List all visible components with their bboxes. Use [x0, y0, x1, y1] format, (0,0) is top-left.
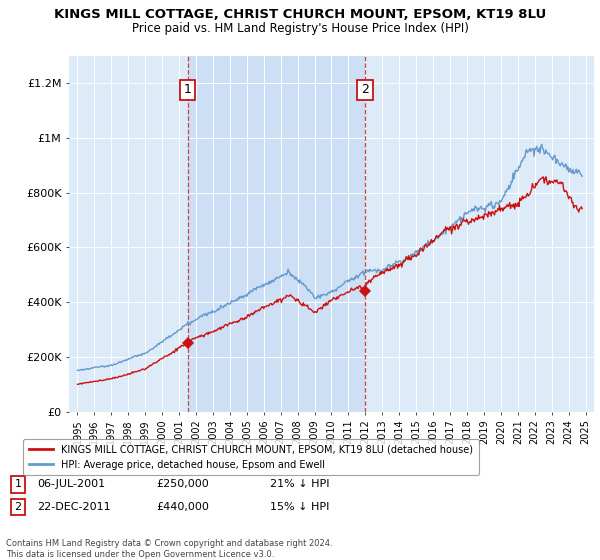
Text: 21% ↓ HPI: 21% ↓ HPI	[270, 479, 329, 489]
Text: £250,000: £250,000	[156, 479, 209, 489]
Text: £440,000: £440,000	[156, 502, 209, 512]
Text: 15% ↓ HPI: 15% ↓ HPI	[270, 502, 329, 512]
Text: 06-JUL-2001: 06-JUL-2001	[37, 479, 106, 489]
Text: 1: 1	[14, 479, 22, 489]
Text: KINGS MILL COTTAGE, CHRIST CHURCH MOUNT, EPSOM, KT19 8LU: KINGS MILL COTTAGE, CHRIST CHURCH MOUNT,…	[54, 8, 546, 21]
Text: Contains HM Land Registry data © Crown copyright and database right 2024.
This d: Contains HM Land Registry data © Crown c…	[6, 539, 332, 559]
Text: 2: 2	[361, 83, 369, 96]
Text: 1: 1	[184, 83, 191, 96]
Text: 22-DEC-2011: 22-DEC-2011	[37, 502, 111, 512]
Text: 2: 2	[14, 502, 22, 512]
Text: Price paid vs. HM Land Registry's House Price Index (HPI): Price paid vs. HM Land Registry's House …	[131, 22, 469, 35]
Bar	[188, 56, 365, 412]
Legend: KINGS MILL COTTAGE, CHRIST CHURCH MOUNT, EPSOM, KT19 8LU (detached house), HPI: : KINGS MILL COTTAGE, CHRIST CHURCH MOUNT,…	[23, 439, 479, 475]
